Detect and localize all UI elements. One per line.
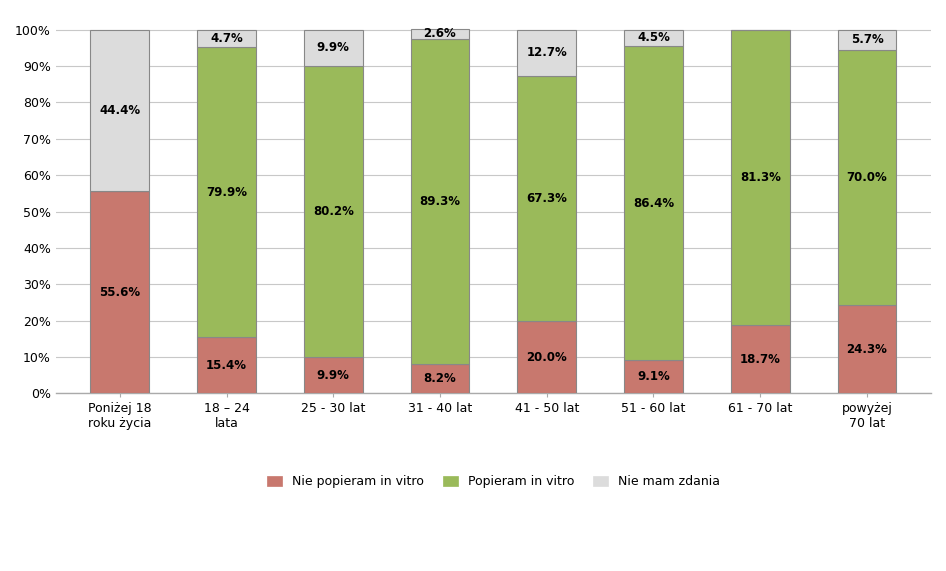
Text: 2.6%: 2.6% [424,27,456,41]
Bar [304,357,362,393]
Bar [731,30,790,325]
Bar [837,30,896,50]
Text: 79.9%: 79.9% [206,186,247,199]
Text: 12.7%: 12.7% [526,46,567,59]
Text: 70.0%: 70.0% [847,171,887,184]
Bar [91,191,149,393]
Bar [197,337,255,393]
Bar [197,47,255,337]
Text: 67.3%: 67.3% [526,192,568,205]
Text: 15.4%: 15.4% [206,359,247,372]
Legend: Nie popieram in vitro, Popieram in vitro, Nie mam zdania: Nie popieram in vitro, Popieram in vitro… [262,470,725,493]
Text: 8.2%: 8.2% [424,372,456,385]
Text: 86.4%: 86.4% [633,196,674,210]
Bar [304,66,362,357]
Text: 55.6%: 55.6% [99,286,140,299]
Text: 9.9%: 9.9% [317,41,350,54]
Text: 5.7%: 5.7% [850,34,884,46]
Bar [624,360,683,393]
Text: 89.3%: 89.3% [419,195,461,208]
Text: 20.0%: 20.0% [526,351,567,364]
Text: 9.1%: 9.1% [637,371,670,383]
Bar [624,46,683,360]
Bar [517,30,576,76]
Bar [837,305,896,393]
Text: 81.3%: 81.3% [740,171,780,184]
Bar [517,321,576,393]
Text: 4.5%: 4.5% [637,31,670,44]
Bar [624,30,683,46]
Bar [411,39,469,364]
Bar [411,29,469,39]
Bar [731,325,790,393]
Bar [517,76,576,321]
Bar [837,50,896,305]
Bar [411,364,469,393]
Bar [197,30,255,47]
Bar [91,30,149,191]
Text: 44.4%: 44.4% [99,104,140,117]
Text: 24.3%: 24.3% [847,343,887,356]
Text: 18.7%: 18.7% [740,353,780,366]
Text: 9.9%: 9.9% [317,369,350,382]
Text: 4.7%: 4.7% [210,31,243,45]
Text: 80.2%: 80.2% [313,205,354,218]
Bar [304,30,362,66]
